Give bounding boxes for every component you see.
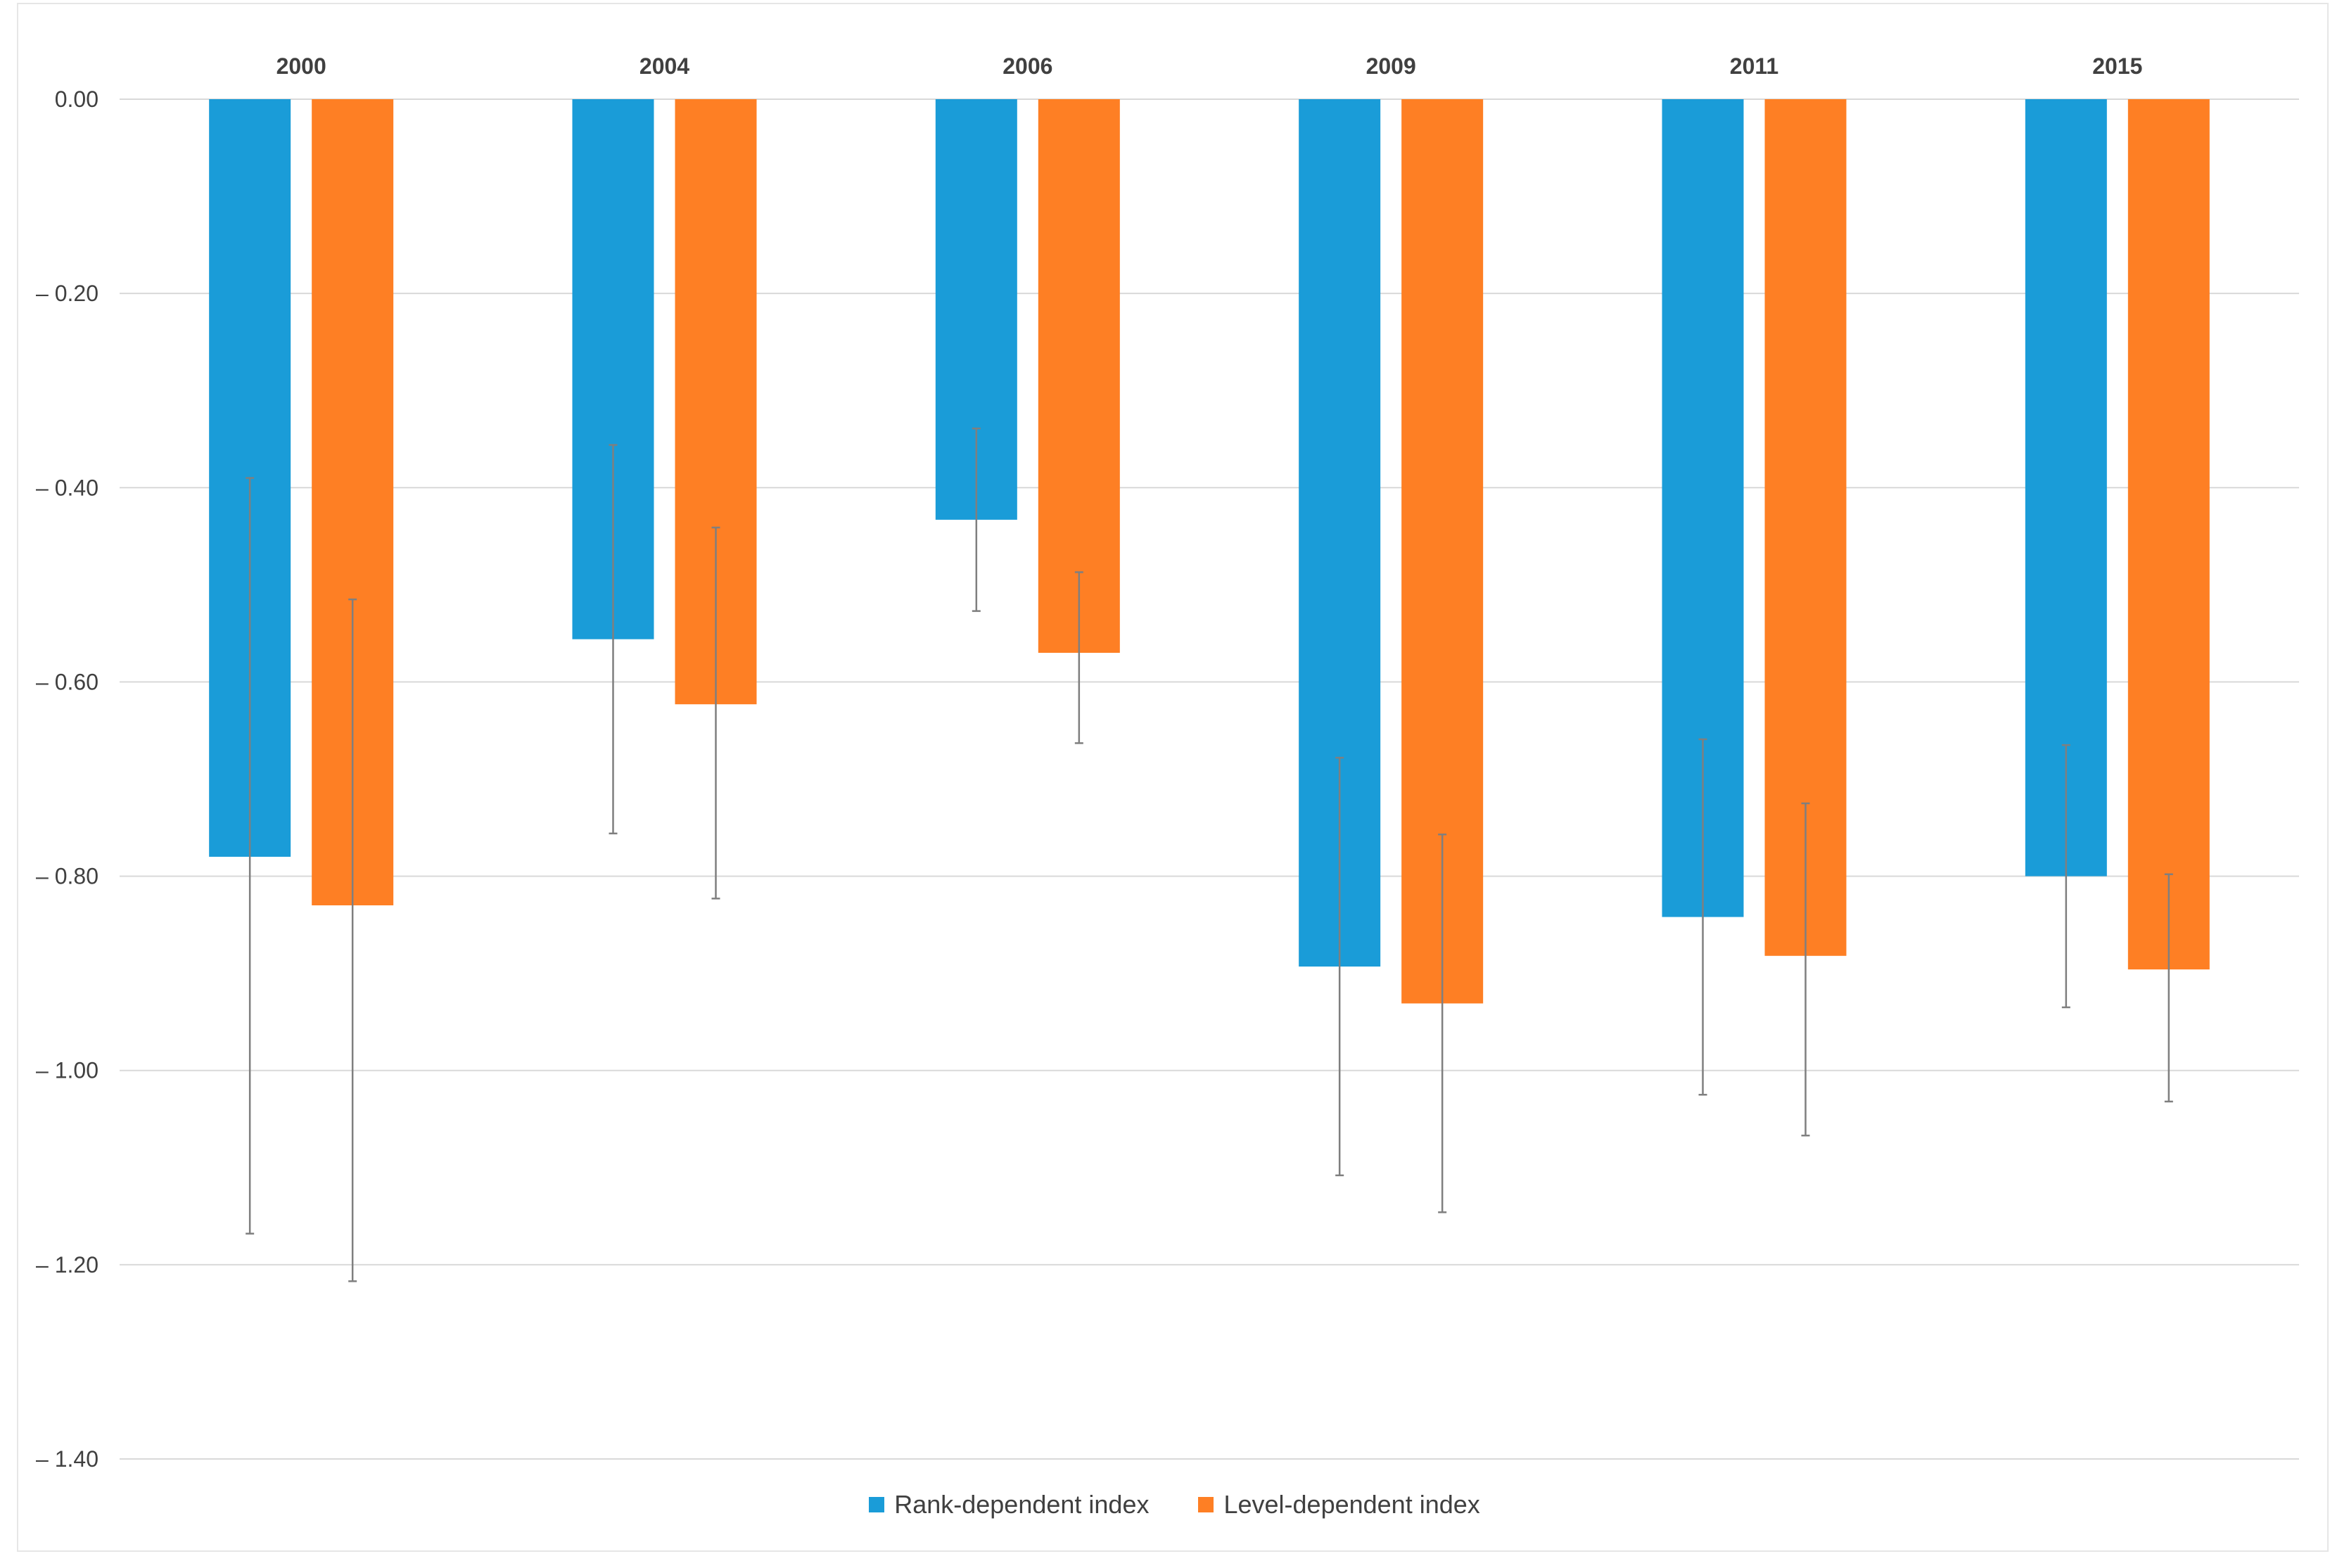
y-tick-label: 0.00: [55, 87, 98, 112]
bar-level: [2127, 99, 2210, 970]
y-tick-label: – 0.60: [36, 669, 98, 694]
legend-swatch-level: [1198, 1497, 1214, 1512]
category-label: 2011: [1730, 53, 1778, 79]
chart-frame: [17, 3, 2329, 1552]
y-tick-label: – 1.20: [36, 1252, 98, 1277]
bar-level: [1038, 99, 1120, 654]
category-labels: 2000 2004 2006 2009 2011 2015: [276, 53, 2143, 79]
y-tick-label: – 0.20: [36, 281, 98, 306]
category-label: 2000: [276, 53, 326, 79]
legend: Rank-dependent index Level-dependent ind…: [0, 1490, 2349, 1519]
legend-item-level: Level-dependent index: [1198, 1490, 1480, 1519]
legend-label-rank: Rank-dependent index: [894, 1490, 1150, 1519]
category-label: 2009: [1366, 53, 1416, 79]
y-axis-tick-labels: 0.00 – 0.20 – 0.40 – 0.60 – 0.80 – 1.00 – 1.20…: [36, 87, 98, 1472]
gridlines: [120, 98, 2299, 1460]
category-label: 2004: [639, 53, 689, 79]
y-tick-label: – 0.40: [36, 475, 98, 500]
bars: [209, 99, 2210, 1004]
category-label: 2006: [1002, 53, 1052, 79]
y-tick-label: – 0.80: [36, 864, 98, 889]
legend-label-level: Level-dependent index: [1223, 1490, 1480, 1519]
y-tick-label: – 1.00: [36, 1058, 98, 1083]
legend-swatch-rank: [869, 1497, 885, 1512]
category-label: 2015: [2092, 53, 2142, 79]
error-bars: [246, 427, 2173, 1282]
y-tick-label: – 1.40: [36, 1446, 98, 1472]
legend-item-rank: Rank-dependent index: [869, 1490, 1149, 1519]
